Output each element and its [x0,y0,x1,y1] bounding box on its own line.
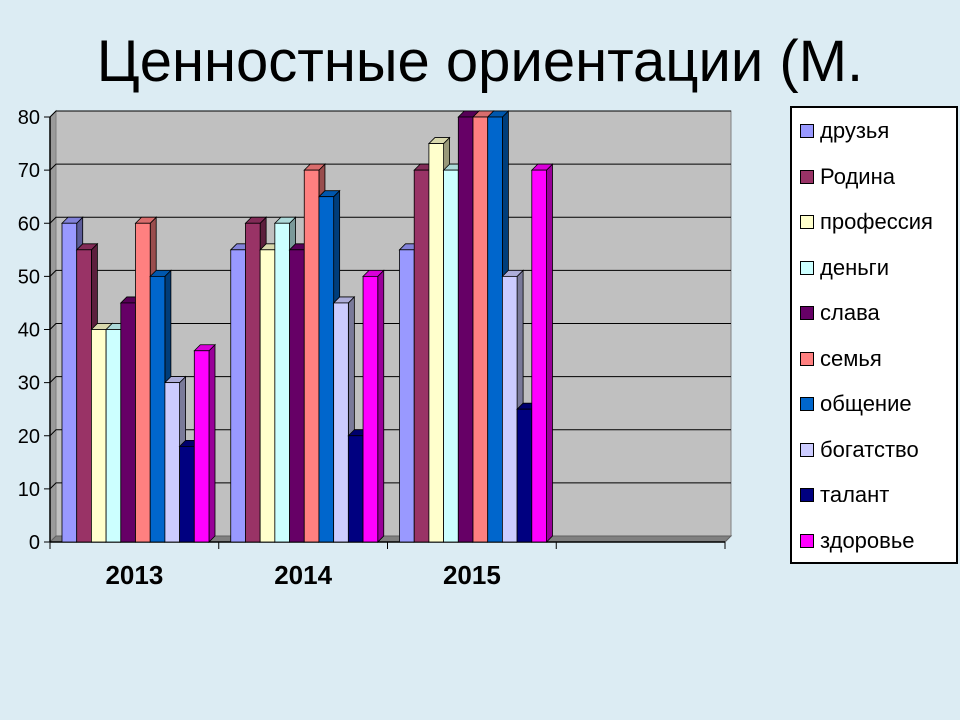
legend-label: общение [820,391,912,416]
bar-side [208,343,216,543]
x-tick-label: 2013 [105,560,163,590]
bar [245,222,261,543]
x-tick-label: 2014 [274,560,332,590]
bar [135,222,151,543]
page-title: Ценностные ориентации (М. [96,29,864,94]
y-tick-label: 70 [18,160,40,182]
legend-label: богатство [820,436,919,462]
bar [428,143,444,543]
legend-item: слава [800,298,880,328]
bar [318,196,335,543]
legend-label: здоровье [820,527,915,553]
bar [347,435,364,543]
bar [531,169,547,543]
legend-swatch [800,124,814,138]
bar [230,249,246,543]
y-tick-label: 0 [29,532,40,554]
y-tick-label: 40 [18,320,40,342]
legend-item: общение [800,389,912,419]
legend-item: друзья [800,116,889,146]
bar [259,249,276,543]
legend-label: талант [820,482,890,507]
legend-item: Родина [800,162,895,192]
bar [105,329,122,543]
bar [413,169,430,543]
bar [76,249,92,543]
bar [472,116,489,543]
y-tick-label: 20 [18,426,40,448]
y-tick-label: 80 [18,107,40,129]
legend-swatch [800,169,814,184]
bar-side [546,163,553,543]
legend-label: семья [820,345,882,371]
legend-swatch [800,260,814,275]
bar [362,275,379,543]
bar-side [377,269,385,543]
legend-item: деньги [800,253,889,283]
legend-label: друзья [820,118,890,143]
bar [61,222,78,543]
bar [399,249,415,543]
bar [179,445,195,543]
y-tick-label: 50 [18,266,40,288]
legend-item: здоровье [800,526,915,556]
legend-swatch [800,397,814,411]
legend-label: профессия [820,209,933,234]
legend-item: семья [800,344,882,374]
bar [164,382,180,543]
x-tick-label: 2015 [443,560,501,590]
chart-legend: друзья Родина профессия деньги слава семья общ… [790,106,958,564]
legend-label: слава [820,300,880,325]
bar [149,275,166,543]
bar [333,302,349,543]
bar [303,169,320,543]
bar [274,222,290,543]
bar [443,169,459,543]
y-tick-label: 30 [18,373,40,395]
legend-swatch [800,442,814,457]
legend-item: профессия [800,207,933,237]
bar [193,350,210,543]
legend-item: богатство [800,435,919,465]
bar [289,249,305,543]
y-tick-label: 60 [18,213,40,235]
bar [516,408,533,543]
bar [91,329,107,543]
bar [501,275,518,543]
legend-swatch [800,215,814,229]
legend-swatch [800,488,814,502]
legend-swatch [800,351,814,366]
bar [457,116,474,543]
bar [120,302,136,543]
legend-label: Родина [820,163,895,189]
legend-swatch [800,533,814,548]
bar [487,116,503,543]
y-tick-label: 10 [18,479,40,501]
legend-swatch [800,306,814,320]
legend-item: талант [800,480,889,510]
legend-label: деньги [820,254,889,280]
